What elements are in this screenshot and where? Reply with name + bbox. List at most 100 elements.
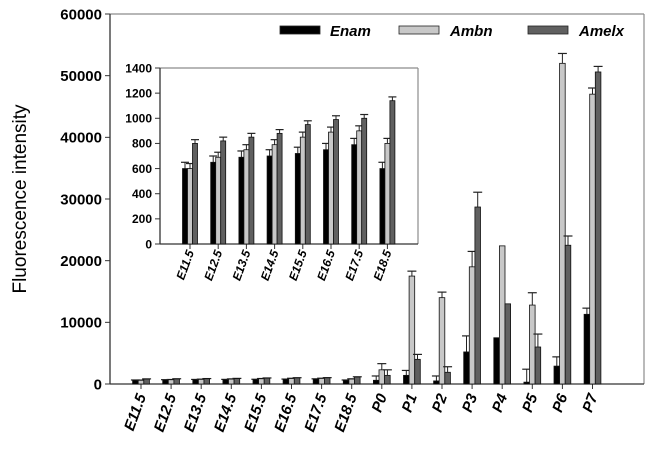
legend-item-amelx: Amelx (527, 23, 625, 40)
bar-enam (162, 379, 169, 385)
bar-enam (294, 153, 301, 245)
y-tick-label: 800 (132, 137, 152, 151)
x-tick-label: E15.5 (286, 248, 310, 283)
bar-enam (433, 380, 440, 385)
bar-ambn (328, 131, 334, 245)
bar-ambn (559, 62, 566, 385)
x-tick-label: P4 (489, 391, 511, 415)
legend-label: Ambn (449, 23, 493, 40)
bar-enam (222, 379, 229, 385)
bar-amelx (564, 244, 572, 385)
bar-amelx (354, 376, 361, 385)
x-tick-label: P1 (399, 392, 421, 415)
x-tick-label: E18.5 (371, 248, 395, 283)
x-tick-label: E13.5 (230, 248, 254, 283)
inset-y-axis: 0 200 400 600 800 1000 1200 1400 (125, 61, 161, 251)
bar-group (161, 378, 182, 385)
y-tick-label: 20000 (60, 253, 102, 270)
bar-ambn (228, 378, 235, 385)
y-tick-label: 200 (132, 212, 152, 226)
bar-enam (351, 144, 358, 245)
x-tick-label: P3 (459, 391, 481, 415)
bar-ambn (408, 275, 416, 385)
y-tick-label: 0 (94, 376, 102, 393)
inset-chart: 0 200 400 600 800 1000 1200 1400 E11.5 E12.5 E13.… (125, 61, 419, 283)
x-tick-label: E11.5 (121, 391, 150, 433)
bar-group (191, 377, 212, 385)
bar-group (181, 139, 199, 245)
bar-group (341, 376, 362, 385)
bar-enam (523, 381, 530, 385)
x-tick-label: E18.5 (331, 391, 361, 434)
bar-enam (463, 351, 470, 385)
legend: Enam Ambn Amelx (279, 23, 625, 40)
bar-amelx (263, 377, 271, 385)
bar-group (281, 377, 302, 385)
x-tick-label: P7 (579, 391, 601, 415)
x-tick-label: E15.5 (241, 391, 271, 434)
bar-enam (192, 379, 199, 385)
bar-enam (372, 379, 380, 385)
x-tick-label: P6 (549, 391, 571, 415)
inset-bars (181, 96, 397, 245)
bar-enam (266, 155, 273, 245)
bar-amelx (143, 378, 150, 385)
bar-amelx (504, 303, 511, 385)
bar-enam (323, 149, 329, 245)
bar-amelx (203, 378, 210, 385)
bar-enam (493, 337, 500, 385)
bar-amelx (474, 206, 481, 385)
bar-amelx (323, 377, 331, 385)
bar-enam (252, 379, 259, 385)
bar-ambn (438, 297, 446, 385)
bar-amelx (173, 378, 180, 385)
x-tick-label: E11.5 (173, 248, 197, 282)
bar-group (293, 120, 312, 245)
main-y-axis: 0 10000 20000 30000 40000 50000 60000 (60, 6, 111, 393)
bar-enam (379, 168, 386, 245)
bar-amelx (594, 71, 602, 385)
inset-plot-frame (160, 67, 419, 244)
bar-ambn (384, 143, 391, 245)
legend-label: Amelx (578, 23, 625, 40)
bar-ambn (468, 266, 476, 385)
bar-amelx (444, 371, 451, 385)
bar-group (493, 245, 511, 385)
bar-group (209, 136, 228, 245)
bar-enam (238, 156, 245, 245)
bar-enam (583, 313, 591, 385)
bar-ambn (529, 304, 536, 385)
x-tick-label: P0 (369, 391, 391, 415)
bar-group (237, 132, 256, 245)
main-x-axis: E11.5 E12.5 E13.5 E14.5 E15.5 E16.5 E17.5 E18.5… (110, 383, 644, 434)
bar-group (552, 52, 573, 385)
bar-ambn (378, 369, 385, 385)
bar-amelx (361, 117, 368, 245)
x-tick-label: E13.5 (181, 391, 211, 434)
bar-enam (282, 378, 290, 385)
bar-ambn (271, 144, 278, 245)
bar-ambn (348, 378, 355, 385)
bar-enam (210, 161, 217, 245)
bar-ambn (318, 378, 325, 385)
bar-amelx (389, 100, 396, 245)
bar-group (221, 377, 242, 385)
legend-item-enam: Enam (279, 23, 371, 40)
legend-swatch (398, 25, 440, 35)
bar-group (371, 363, 392, 385)
bar-ambn (258, 378, 265, 385)
bar-group (431, 291, 453, 385)
bar-group (582, 65, 603, 385)
bar-group (322, 115, 340, 245)
x-tick-label: P2 (429, 391, 451, 415)
bar-ambn (187, 168, 193, 245)
bar-enam (132, 379, 139, 385)
y-tick-label: 40000 (60, 130, 102, 147)
bar-ambn (197, 378, 205, 385)
bar-amelx (220, 140, 227, 245)
bar-enam (342, 379, 350, 385)
bar-ambn (498, 245, 506, 385)
bar-amelx (293, 377, 301, 385)
y-tick-label: 1200 (125, 86, 152, 100)
